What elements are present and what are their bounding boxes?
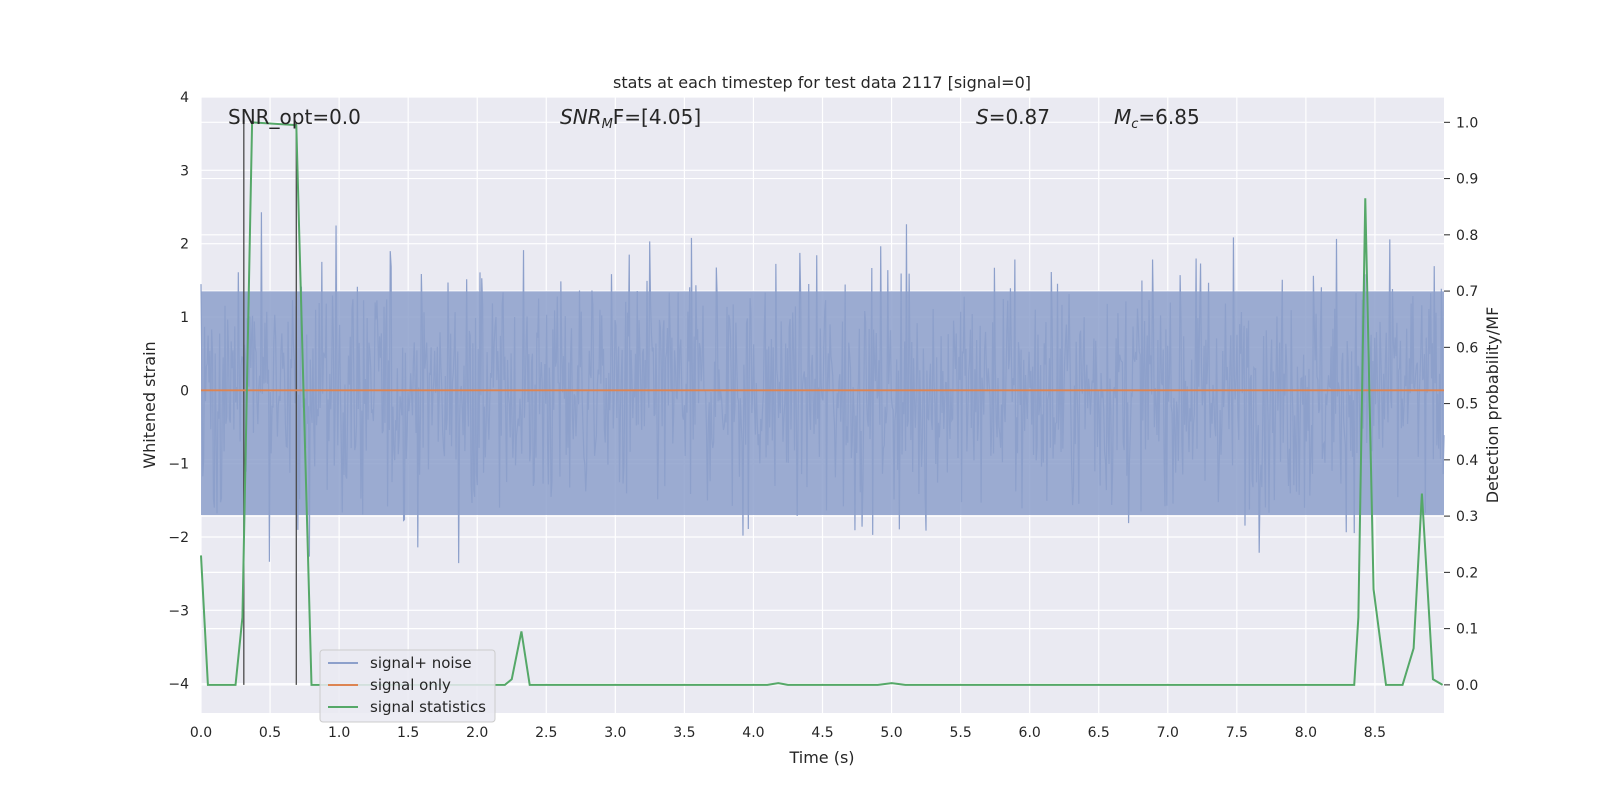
x-tick-label: 1.0 (328, 725, 350, 741)
annotation-snr-mf-rest: F=[4.05] (613, 105, 701, 129)
annotation-mc-label: M (1114, 105, 1131, 129)
x-tick-label: 2.0 (466, 725, 488, 741)
y-right-tick-label: 0.1 (1456, 622, 1478, 638)
signal-statistics-line (200, 121, 1444, 686)
y-left-tick-label: −4 (168, 677, 189, 693)
legend-label-signal-statistics: signal statistics (370, 698, 486, 716)
annotation-snr-mf-label: SNR (560, 105, 602, 129)
x-tick-label: 1.5 (397, 725, 419, 741)
y-right-tick-label: 0.8 (1456, 228, 1478, 244)
x-tick-label: 7.5 (1226, 725, 1248, 741)
x-tick-label: 3.0 (604, 725, 626, 741)
x-tick-label: 6.5 (1088, 725, 1110, 741)
y-left-tick-label: 2 (180, 237, 189, 253)
y-left-tick-label: −1 (168, 457, 189, 473)
y-left-tick-label: 4 (180, 90, 189, 106)
legend: signal+ noise signal only signal statist… (319, 649, 496, 723)
x-axis-ticks: 0.0 0.5 1.0 1.5 2.0 2.5 3.0 3.5 4.0 4.5 5.0 5.5 6.0 6… (190, 725, 1386, 741)
y-right-tick-label: 0.0 (1456, 678, 1478, 694)
y-left-tick-label: −3 (168, 603, 189, 619)
x-tick-label: 0.5 (259, 725, 281, 741)
y-right-tick-label: 0.9 (1456, 172, 1478, 188)
chart-title: stats at each timestep for test data 211… (613, 73, 1031, 92)
y-right-tick-label: 0.5 (1456, 397, 1478, 413)
y-axis-right-ticks: 1.0 0.9 0.8 0.7 0.6 0.5 0.4 0.3 0.2 0.1 0.0 (1444, 115, 1478, 694)
annotation-mc-sub: c (1131, 117, 1138, 132)
x-tick-label: 4.5 (811, 725, 833, 741)
x-tick-label: 4.0 (742, 725, 764, 741)
y-left-tick-label: 3 (180, 163, 189, 179)
annotation-snr-mf-sub: M (602, 117, 613, 132)
x-tick-label: 2.5 (535, 725, 557, 741)
x-tick-label: 3.5 (673, 725, 695, 741)
x-tick-label: 5.5 (949, 725, 971, 741)
y-right-tick-label: 0.4 (1456, 453, 1478, 469)
x-tick-label: 0.0 (190, 725, 212, 741)
y-right-tick-label: 0.2 (1456, 565, 1478, 581)
y-axis-left-label: Whitened strain (140, 341, 159, 468)
annotation-s: S=0.87 (976, 105, 1050, 129)
annotation-snr-opt: SNR_opt=0.0 (228, 105, 361, 129)
x-tick-label: 8.5 (1364, 725, 1386, 741)
annotation-mc: Mc=6.85 (1114, 105, 1200, 132)
signal-noise-line (200, 212, 1445, 564)
y-axis-right-label: Detection probability/MF (1483, 307, 1502, 504)
x-tick-label: 6.0 (1019, 725, 1041, 741)
y-right-tick-label: 0.3 (1456, 509, 1478, 525)
x-axis-label: Time (s) (788, 748, 854, 767)
signal-noise-series (200, 212, 1445, 564)
annotation-mc-rest: =6.85 (1138, 105, 1199, 129)
annotation-s-label: S (976, 105, 989, 129)
y-right-tick-label: 0.7 (1456, 284, 1478, 300)
legend-label-signal-only: signal only (370, 676, 451, 694)
y-left-tick-label: −2 (168, 530, 189, 546)
annotation-snr-mf: SNRMF=[4.05] (560, 105, 701, 132)
x-tick-label: 7.0 (1157, 725, 1179, 741)
y-right-tick-label: 0.6 (1456, 340, 1478, 356)
legend-box (319, 649, 496, 723)
legend-label-signal-noise: signal+ noise (370, 654, 472, 672)
annotation-s-rest: =0.87 (989, 105, 1050, 129)
y-axis-left-ticks: 4 3 2 1 0 −1 −2 −3 −4 (168, 90, 189, 693)
x-tick-label: 8.0 (1295, 725, 1317, 741)
y-left-tick-label: 1 (180, 310, 189, 326)
x-tick-label: 5.0 (880, 725, 902, 741)
y-right-tick-label: 1.0 (1456, 115, 1478, 131)
y-left-tick-label: 0 (180, 383, 189, 399)
signal-statistics-series (200, 121, 1444, 686)
